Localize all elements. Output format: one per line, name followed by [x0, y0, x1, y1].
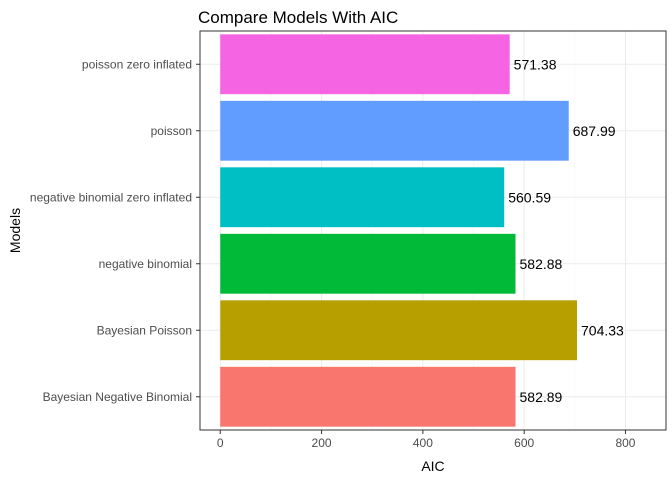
bar	[220, 100, 569, 161]
y-tick-label: Bayesian Negative Binomial	[43, 390, 192, 404]
y-tick-label: negative binomial	[99, 257, 192, 271]
bars	[220, 34, 578, 427]
data-label: 571.38	[514, 56, 557, 72]
plot-panel: 582.89 704.33 582.88 560.59 687.99 571.38	[199, 30, 667, 431]
data-label: 687.99	[573, 123, 616, 139]
data-labels: 582.89 704.33 582.88 560.59 687.99 571.38	[508, 56, 624, 405]
y-tick-label: poisson zero inflated	[82, 57, 192, 71]
x-axis-title: AIC	[421, 458, 444, 474]
y-tick-label: negative binomial zero inflated	[30, 190, 192, 204]
x-axis: 0 200 400 600 800	[217, 430, 636, 450]
x-tick-label: 600	[514, 436, 534, 450]
bar	[220, 167, 505, 228]
bar	[220, 366, 516, 427]
x-tick-label: 800	[615, 436, 635, 450]
data-label: 560.59	[508, 189, 551, 205]
panel-border	[199, 30, 667, 431]
bar	[220, 34, 510, 95]
data-label: 582.88	[520, 256, 563, 272]
x-tick-label: 400	[413, 436, 433, 450]
bar	[220, 300, 578, 361]
x-tick-label: 0	[217, 436, 224, 450]
x-tick-label: 200	[312, 436, 332, 450]
y-tick-label: poisson	[151, 124, 192, 138]
chart-title: Compare Models With AIC	[198, 8, 398, 27]
y-tick-label: Bayesian Poisson	[97, 323, 192, 337]
y-axis: Bayesian Negative Binomial Bayesian Poiss…	[30, 57, 200, 404]
data-label: 704.33	[581, 322, 624, 338]
data-label: 582.89	[520, 389, 563, 405]
y-axis-title: Models	[7, 208, 23, 253]
bar	[220, 233, 516, 294]
